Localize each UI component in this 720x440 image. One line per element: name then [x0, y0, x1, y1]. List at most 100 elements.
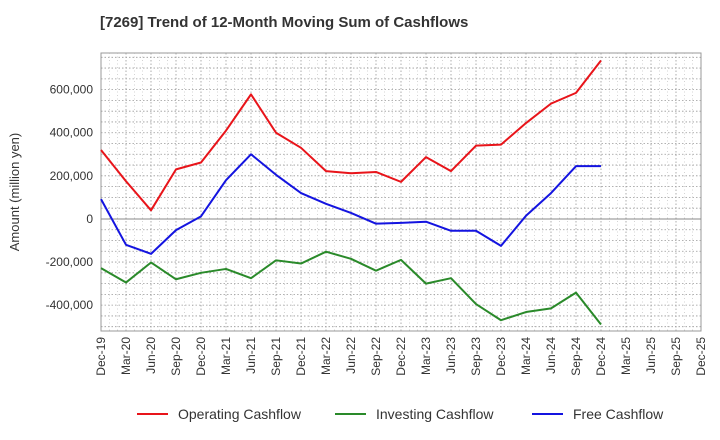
x-tick-label: Sep-23 [469, 337, 483, 376]
y-tick-label: 0 [86, 212, 93, 226]
operating-cashflow-point [275, 131, 278, 134]
y-tick-label: -200,000 [46, 255, 94, 269]
investing-cashflow-point [125, 281, 128, 284]
y-axis-label: Amount (million yen) [7, 133, 22, 252]
free-cashflow-point [200, 215, 203, 218]
operating-cashflow-point [225, 129, 228, 132]
investing-cashflow-point [525, 311, 528, 314]
investing-cashflow-point [475, 303, 478, 306]
free-cashflow-point [575, 165, 578, 168]
x-tick-label: Dec-24 [594, 337, 608, 376]
legend-label-investing-cashflow: Investing Cashflow [376, 406, 494, 422]
free-cashflow-point [550, 192, 553, 195]
investing-cashflow-point [425, 282, 428, 285]
investing-cashflow-point [550, 307, 553, 310]
free-cashflow-point [525, 214, 528, 217]
legend-label-free-cashflow: Free Cashflow [573, 406, 664, 422]
free-cashflow-point [275, 173, 278, 176]
operating-cashflow-point [125, 180, 128, 183]
x-tick-label: Mar-20 [119, 337, 133, 375]
free-cashflow-point [150, 252, 153, 255]
free-cashflow-point [325, 202, 328, 205]
x-tick-label: Mar-21 [219, 337, 233, 375]
investing-cashflow-point [325, 250, 328, 253]
investing-cashflow-point [300, 262, 303, 265]
investing-cashflow-point [175, 278, 178, 281]
operating-cashflow-point [575, 91, 578, 94]
chart-title: [7269] Trend of 12-Month Moving Sum of C… [100, 14, 469, 31]
free-cashflow-point [500, 244, 503, 247]
operating-cashflow-point [325, 170, 328, 173]
operating-cashflow-point [400, 180, 403, 183]
investing-cashflow-point [275, 259, 278, 262]
operating-cashflow-point [175, 168, 178, 171]
x-tick-label: Sep-20 [169, 337, 183, 376]
operating-cashflow-point [475, 144, 478, 147]
operating-cashflow-point [300, 146, 303, 149]
investing-cashflow-point [500, 319, 503, 322]
investing-cashflow-point [575, 291, 578, 294]
free-cashflow-point [400, 221, 403, 224]
x-tick-label: Jun-22 [344, 337, 358, 374]
x-tick-label: Mar-22 [319, 337, 333, 375]
x-tick-label: Jun-23 [444, 337, 458, 374]
operating-cashflow-point [350, 172, 353, 175]
free-cashflow-point [175, 229, 178, 232]
x-tick-label: Dec-22 [394, 337, 408, 376]
x-tick-label: Dec-19 [94, 337, 108, 376]
operating-cashflow-point [100, 148, 103, 151]
operating-cashflow-point [525, 122, 528, 125]
investing-cashflow-point [375, 269, 378, 272]
operating-cashflow-point [200, 161, 203, 164]
free-cashflow-point [350, 211, 353, 214]
operating-cashflow-point [425, 156, 428, 159]
x-tick-label: Sep-22 [369, 337, 383, 376]
x-tick-label: Dec-23 [494, 337, 508, 376]
investing-cashflow-point [400, 258, 403, 261]
x-tick-label: Mar-24 [519, 337, 533, 375]
x-tick-label: Sep-25 [669, 337, 683, 376]
operating-cashflow-point [150, 209, 153, 212]
investing-cashflow-point [200, 271, 203, 274]
investing-cashflow-line [100, 250, 602, 326]
free-cashflow-point [300, 192, 303, 195]
x-tick-label: Sep-21 [269, 337, 283, 376]
free-cashflow-point [250, 153, 253, 156]
x-tick-label: Jun-20 [144, 337, 158, 374]
free-cashflow-point [600, 165, 603, 168]
investing-cashflow-point [225, 267, 228, 270]
y-tick-label: 200,000 [50, 169, 94, 183]
free-cashflow-point [425, 220, 428, 223]
operating-cashflow-point [375, 170, 378, 173]
investing-cashflow-point [100, 267, 103, 270]
operating-cashflow-point [500, 143, 503, 146]
x-tick-label: Sep-24 [569, 337, 583, 376]
y-tick-label: 400,000 [50, 126, 94, 140]
x-tick-label: Dec-21 [294, 337, 308, 376]
free-cashflow-point [125, 243, 128, 246]
x-tick-label: Dec-25 [694, 337, 708, 376]
x-tick-label: Mar-23 [419, 337, 433, 375]
investing-cashflow-point [250, 277, 253, 280]
plot-area [100, 52, 702, 332]
x-tick-label: Jun-21 [244, 337, 258, 374]
operating-cashflow-point [450, 170, 453, 173]
operating-cashflow-point [550, 102, 553, 105]
operating-cashflow-line [100, 59, 602, 212]
free-cashflow-point [225, 179, 228, 182]
free-cashflow-point [475, 229, 478, 232]
x-tick-label: Mar-25 [619, 337, 633, 375]
operating-cashflow-point [600, 59, 603, 62]
x-tick-label: Jun-25 [644, 337, 658, 374]
investing-cashflow-point [150, 261, 153, 264]
free-cashflow-point [100, 198, 103, 201]
y-tick-label: 600,000 [50, 83, 94, 97]
investing-cashflow-point [350, 257, 353, 260]
operating-cashflow-point [250, 93, 253, 96]
investing-cashflow-point [450, 277, 453, 280]
free-cashflow-point [450, 229, 453, 232]
legend-label-operating-cashflow: Operating Cashflow [178, 406, 302, 422]
y-tick-label: -400,000 [46, 298, 94, 312]
x-tick-label: Dec-20 [194, 337, 208, 376]
